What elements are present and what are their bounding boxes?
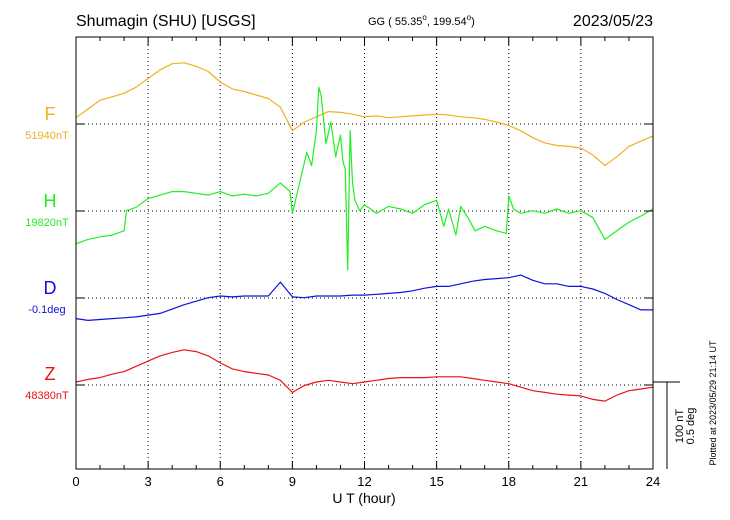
coordinates-prefix: GG ( 55.35 xyxy=(368,16,422,28)
grid-lines xyxy=(76,37,653,469)
coordinates-label: GG ( 55.35o, 199.54o) xyxy=(368,13,475,28)
x-tick-labels: 0 3 6 9 12 15 18 21 24 xyxy=(72,474,660,489)
x-tick-label: 3 xyxy=(145,474,152,489)
data-traces xyxy=(75,62,654,402)
x-tick-label: 15 xyxy=(429,474,443,489)
degree-mark-2: o xyxy=(467,13,472,22)
trace-h xyxy=(75,86,654,271)
series-name-h: H xyxy=(44,191,57,211)
chart-title-station: Shumagin (SHU) [USGS] xyxy=(76,13,256,30)
series-baseline-f: 51940nT xyxy=(25,130,69,142)
x-tick-label: 6 xyxy=(217,474,224,489)
series-baseline-h: 19820nT xyxy=(25,217,69,229)
plotted-at-label: Plotted at 2023/05/29 21:14 UT xyxy=(708,340,718,466)
series-name-d: D xyxy=(44,278,57,298)
x-axis-label: U T (hour) xyxy=(332,490,395,506)
scale-bar-label-nt: 100 nT xyxy=(674,409,686,444)
x-tick-label: 24 xyxy=(646,474,660,489)
trace-z xyxy=(75,349,654,402)
trace-d xyxy=(75,274,653,321)
scale-bar: 100 nT 0.5 deg xyxy=(653,381,697,469)
x-tick-label: 9 xyxy=(289,474,296,489)
series-baseline-d: -0.1deg xyxy=(28,304,65,316)
trace-f xyxy=(75,62,654,167)
series-name-z: Z xyxy=(45,364,56,384)
x-tick-label: 12 xyxy=(357,474,371,489)
chart-date: 2023/05/23 xyxy=(573,13,653,30)
axis-ticks xyxy=(75,36,654,469)
coordinates-suffix: ) xyxy=(471,16,475,28)
series-baseline-z: 48380nT xyxy=(25,390,69,402)
coordinates-sep: , 199.54 xyxy=(427,16,467,28)
degree-mark-1: o xyxy=(422,13,427,22)
x-tick-label: 18 xyxy=(502,474,516,489)
series-labels: F 51940nT H 19820nT D -0.1deg Z 48380nT xyxy=(25,104,69,402)
x-tick-label: 21 xyxy=(574,474,588,489)
series-name-f: F xyxy=(45,104,56,124)
scale-bar-label-deg: 0.5 deg xyxy=(685,408,697,445)
x-tick-label: 0 xyxy=(72,474,79,489)
